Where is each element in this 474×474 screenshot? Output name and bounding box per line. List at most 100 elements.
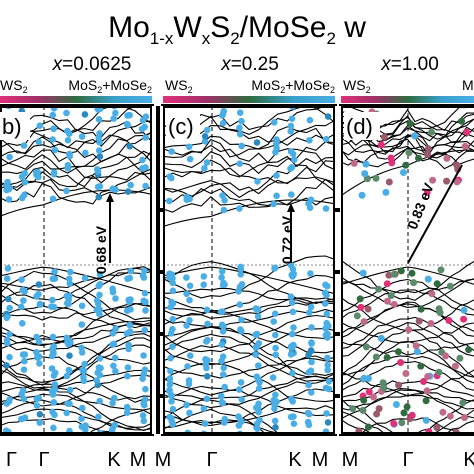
panel-d-projection-marker	[394, 348, 402, 356]
panel-b-valence-band	[0, 302, 152, 321]
panel-c-projection-marker	[324, 113, 332, 120]
colorbar-b	[0, 96, 152, 103]
panel-b-projection-marker	[6, 153, 13, 161]
panel-c-projection-marker	[236, 301, 244, 308]
panel-c-projection-marker	[201, 165, 208, 172]
panel-c-projection-marker	[169, 315, 177, 323]
svg-text:(d): (d)	[346, 114, 373, 139]
panel-d-projection-marker	[424, 151, 432, 158]
panel-c-projection-marker	[168, 398, 175, 405]
panel-d-projection-marker	[370, 393, 377, 401]
panel-b-projection-marker	[50, 424, 57, 432]
kpoint-b-gamma: Γ	[38, 449, 49, 471]
panel-c-projection-marker	[236, 130, 244, 138]
panel-d-projection-marker	[435, 305, 443, 313]
panel-c-valence-band	[163, 287, 335, 304]
panel-b-projection-marker	[110, 115, 117, 122]
panel-d-projection-marker	[428, 290, 436, 298]
panel-c-projection-marker	[203, 395, 211, 403]
panel-b-projection-marker	[79, 404, 86, 412]
panel-c-projection-marker	[288, 299, 296, 306]
panel-b-projection-marker	[96, 291, 103, 299]
panel-b-projection-marker	[126, 143, 133, 150]
panel-c-projection-marker	[271, 119, 278, 126]
panel-d-projection-marker	[390, 420, 398, 427]
panel-b-projection-marker	[139, 156, 146, 164]
panel-c-projection-marker	[202, 356, 209, 363]
panel-c-projection-marker	[169, 274, 176, 282]
panel-d-projection-marker	[405, 326, 413, 334]
panel-b-valence-band	[0, 303, 152, 345]
panel-c-projection-marker	[324, 354, 331, 362]
panel-c-projection-marker	[307, 270, 314, 277]
panel-c-projection-marker	[218, 268, 226, 275]
panel-b-projection-marker	[21, 191, 28, 199]
panel-c-projection-marker	[290, 413, 297, 420]
panel-c-projection-marker	[272, 424, 279, 431]
panel-b-projection-marker	[66, 152, 73, 160]
panel-d-projection-marker	[423, 387, 431, 395]
panel-b-projection-marker	[126, 274, 134, 282]
panel-b-plot	[0, 106, 152, 434]
colorbar-d	[341, 96, 474, 103]
panel-b-projection-marker	[124, 405, 131, 412]
title-sub-2: 2	[230, 29, 239, 48]
panel-b-projection-marker	[49, 296, 56, 304]
panel-d-projection-marker	[390, 270, 398, 278]
panel-b-valence-band	[0, 337, 152, 386]
panel-c-projection-marker	[252, 331, 260, 339]
panel-c-projection-marker	[219, 192, 226, 199]
panel-c-projection-marker	[168, 418, 175, 425]
panel-d-projection-marker	[460, 306, 468, 314]
colorbar-b-right-label: MoS2+MoSe2	[68, 77, 152, 95]
panel-b-x-label: x=0.0625	[52, 54, 132, 75]
panel-b-valence-band	[0, 338, 152, 365]
panel-c-projection-marker	[287, 293, 295, 301]
panel-b-projection-marker	[140, 417, 148, 425]
panel-c-projection-marker	[288, 395, 295, 403]
panel-c-projection-marker	[201, 138, 209, 145]
panel-b-projection-marker	[95, 413, 102, 421]
panel-b-projection-marker	[82, 422, 89, 429]
panel-c-projection-marker	[325, 378, 333, 385]
panel-c-projection-marker	[203, 373, 211, 380]
panel-c-valence-band	[163, 333, 335, 379]
panel-d-projection-marker	[377, 141, 385, 149]
panel-b-gap-arrowhead	[106, 193, 114, 202]
panel-c-projection-marker	[187, 352, 194, 360]
panel-b-projection-marker	[50, 169, 58, 176]
panel-c-projection-marker	[272, 331, 279, 339]
panel-d-projection-marker	[377, 334, 385, 342]
panel-c-projection-marker	[306, 116, 314, 124]
panel-c-projection-marker	[252, 351, 259, 358]
panel-b-projection-marker	[78, 415, 85, 423]
panel-b-valence-band	[0, 266, 152, 295]
panel-c-projection-marker	[304, 418, 312, 426]
kpoint-c-gamma: Γ	[206, 449, 217, 471]
svg-text:b): b)	[2, 114, 22, 139]
panel-c-projection-marker	[169, 325, 176, 333]
panel-b-projection-marker	[112, 325, 119, 332]
panel-c-projection-marker	[271, 417, 279, 425]
panel-b-projection-marker	[4, 178, 11, 186]
panel-b-projection-marker	[123, 307, 131, 315]
panel-b-projection-marker	[112, 109, 119, 117]
panel-c-valence-band	[163, 255, 335, 299]
panel-b-projection-marker	[109, 330, 117, 337]
panel-d-projection-marker	[415, 154, 422, 162]
panel-c-projection-marker	[217, 308, 225, 316]
panel-b-projection-marker	[94, 183, 102, 191]
panel-d-projection-marker	[364, 375, 372, 382]
panel-c-valence-band	[163, 261, 335, 305]
panel-c-projection-marker	[288, 271, 296, 279]
panel-b-projection-marker	[63, 372, 71, 380]
panel-c-projection-marker	[237, 265, 245, 273]
panel-d-projection-marker	[382, 188, 390, 196]
panel-c-projection-marker	[253, 139, 261, 146]
panel-c-projection-marker	[185, 380, 193, 388]
panel-c-projection-marker	[306, 137, 313, 144]
panel-b-projection-marker	[142, 134, 149, 141]
panel-d-projection-marker	[437, 266, 445, 274]
panel-b-projection-marker	[34, 353, 41, 361]
